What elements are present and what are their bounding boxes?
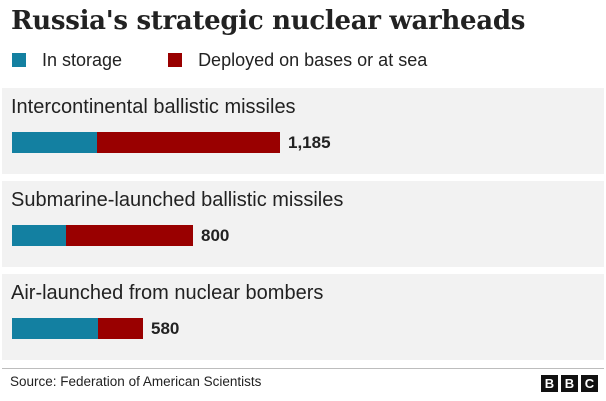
category-panel-slbm: Submarine-launched ballistic missiles 80… xyxy=(2,181,604,267)
bar-segment-storage xyxy=(12,132,97,153)
chart-title: Russia's strategic nuclear warheads xyxy=(11,6,526,36)
category-label-slbm: Submarine-launched ballistic missiles xyxy=(11,189,344,211)
total-label-slbm: 800 xyxy=(201,226,230,245)
bbc-logo: B B C xyxy=(538,375,598,392)
bbc-logo-letter: B xyxy=(561,375,578,392)
bar-slbm xyxy=(12,225,193,246)
category-label-icbm: Intercontinental ballistic missiles xyxy=(11,96,296,118)
legend-label-deployed: Deployed on bases or at sea xyxy=(198,49,428,70)
legend: In storage Deployed on bases or at sea xyxy=(12,48,473,72)
bar-icbm xyxy=(12,132,280,153)
bar-bombers xyxy=(12,318,143,339)
category-panel-icbm: Intercontinental ballistic missiles 1,18… xyxy=(2,88,604,174)
category-label-bombers: Air-launched from nuclear bombers xyxy=(11,282,324,304)
legend-item-storage: In storage xyxy=(12,50,122,71)
bar-segment-storage xyxy=(12,225,66,246)
legend-label-storage: In storage xyxy=(42,49,123,70)
legend-swatch-storage xyxy=(12,53,26,67)
legend-swatch-deployed xyxy=(168,53,183,67)
bbc-logo-letter: B xyxy=(541,375,558,392)
bar-segment-deployed xyxy=(98,318,143,339)
source-note: Source: Federation of American Scientist… xyxy=(10,374,262,389)
bar-segment-storage xyxy=(12,318,98,339)
category-panel-bombers: Air-launched from nuclear bombers 580 xyxy=(2,274,604,360)
total-label-icbm: 1,185 xyxy=(288,133,331,152)
total-label-bombers: 580 xyxy=(151,319,180,338)
legend-item-deployed: Deployed on bases or at sea xyxy=(168,50,427,71)
footer-divider xyxy=(2,368,604,369)
bbc-logo-letter: C xyxy=(581,375,598,392)
bar-segment-deployed xyxy=(97,132,280,153)
bar-segment-deployed xyxy=(66,225,193,246)
